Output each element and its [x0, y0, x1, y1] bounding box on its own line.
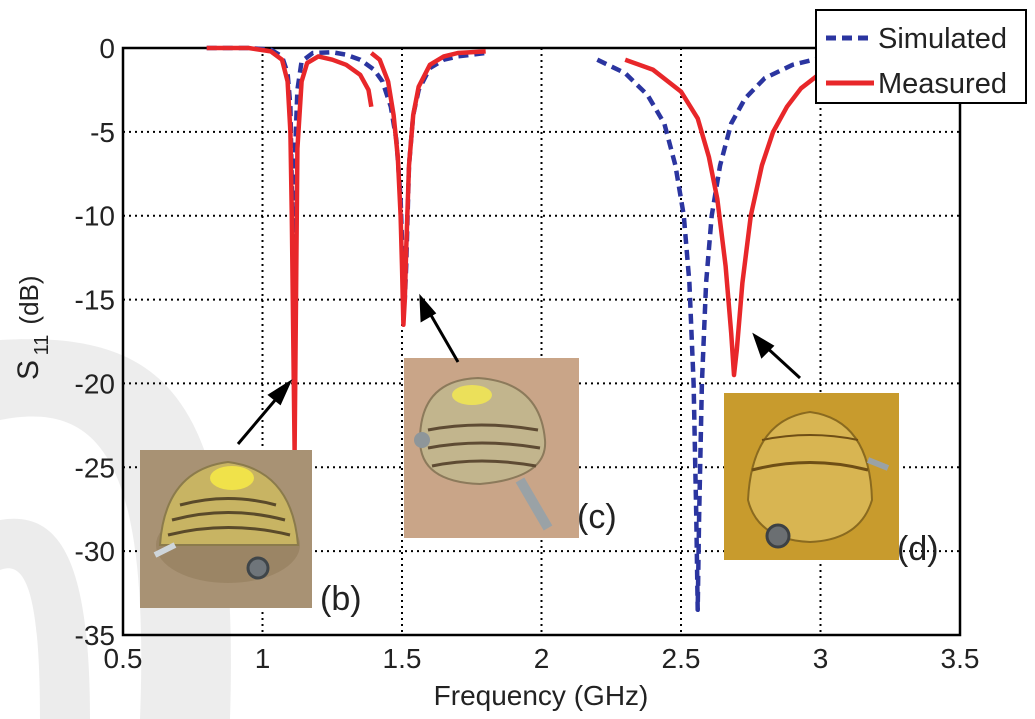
series-line-measured — [624, 57, 850, 378]
arrow-d — [752, 332, 802, 380]
y-tick-label: -15 — [75, 285, 115, 316]
x-tick-label: 0.5 — [104, 643, 143, 674]
y-axis-label: S 11 (dB) — [12, 275, 53, 380]
x-tick-labels: 0.5 1 1.5 2 2.5 3 3.5 — [104, 643, 980, 674]
y-tick-label: -30 — [75, 536, 115, 567]
series-line-measured — [369, 49, 486, 327]
antenna-photo-b — [140, 450, 312, 608]
legend-label-simulated: Simulated — [878, 23, 1007, 55]
series-line-measured — [206, 45, 374, 453]
y-tick-label: -25 — [75, 452, 115, 483]
arrows — [236, 293, 802, 445]
y-axis-label-unit: (dB) — [14, 275, 44, 324]
antenna-photo-d — [724, 393, 899, 560]
series-lines — [206, 45, 850, 613]
y-tick-label: -10 — [75, 201, 115, 232]
x-tick-label: 3.5 — [941, 643, 980, 674]
y-tick-label: -35 — [75, 620, 115, 651]
annotation-d: (d) — [897, 530, 939, 568]
y-tick-labels: 0 -5 -10 -15 -20 -25 -30 -35 — [75, 33, 115, 651]
arrow-b — [236, 379, 293, 445]
annotation-c: (c) — [577, 498, 617, 536]
x-tick-label: 3 — [813, 643, 829, 674]
series-line-simulated — [206, 45, 486, 302]
antenna-photo-c — [404, 358, 579, 538]
x-tick-label: 2.5 — [662, 643, 701, 674]
x-tick-label: 1 — [255, 643, 271, 674]
y-tick-label: 0 — [99, 33, 115, 64]
y-axis-label-main: S — [12, 360, 45, 380]
legend: Simulated Measured — [815, 9, 1027, 104]
x-tick-label: 2 — [534, 643, 550, 674]
y-tick-label: -20 — [75, 368, 115, 399]
x-axis-label: Frequency (GHz) — [434, 680, 649, 711]
x-tick-label: 1.5 — [383, 643, 422, 674]
plot-frame — [121, 46, 962, 637]
watermark — [0, 339, 231, 719]
series-line-simulated — [596, 54, 835, 613]
y-tick-label: -5 — [90, 117, 115, 148]
y-axis-label-sub: 11 — [31, 335, 53, 356]
annotation-b: (b) — [320, 580, 362, 618]
legend-label-measured: Measured — [878, 68, 1007, 100]
arrow-c — [419, 293, 460, 363]
